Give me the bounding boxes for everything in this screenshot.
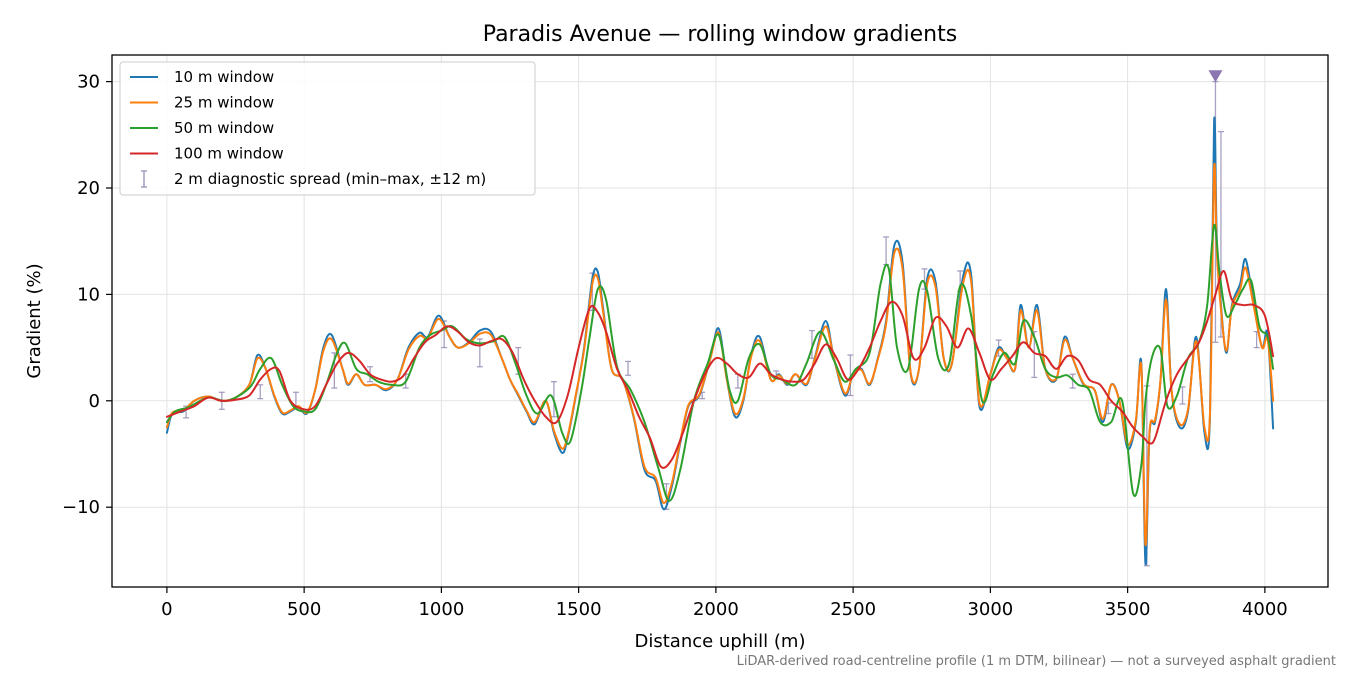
x-tick-label: 4000 [1242,599,1288,620]
legend-entry: 10 m window [130,68,274,86]
x-tick-label: 2000 [693,599,739,620]
clip-marker [1208,70,1223,83]
x-tick-label: 0 [161,599,172,620]
spread-bar [257,384,264,400]
y-tick-label: 0 [89,391,100,412]
legend-label: 25 m window [174,94,274,112]
ticks: 0 500 1000 1500 2000 2500 3000 3500 4000 −10 0 10 20… [62,72,1288,620]
legend-entry: 25 m window [130,94,274,112]
x-tick-label: 1500 [556,599,602,620]
x-tick-label: 2500 [830,599,876,620]
legend: 10 m window 25 m window 50 m window 100 m w… [119,61,536,196]
y-tick-label: 10 [77,284,100,305]
x-axis-label: Distance uphill (m) [635,631,806,652]
y-axis-label: Gradient (%) [24,263,45,378]
y-tick-label: 30 [77,72,100,93]
series-layer [165,116,1275,566]
plot-frame [111,54,1329,588]
legend-label: 10 m window [174,68,274,86]
chart-title: Paradis Avenue — rolling window gradient… [483,22,957,47]
y-tick-label: −10 [62,497,100,518]
spread-bar [1069,373,1076,389]
spread-bar [625,360,632,376]
series-line-4 [165,269,1275,469]
series-line-3 [165,224,1275,502]
legend-label: 2 m diagnostic spread (min–max, ±12 m) [174,170,486,188]
legend-entry: 100 m window [130,145,284,163]
legend-entry: 50 m window [130,119,274,137]
spread-bar [847,354,854,397]
x-tick-label: 3500 [1105,599,1151,620]
legend-entry: 2 m diagnostic spread (min–max, ±12 m) [141,170,486,188]
y-tick-label: 20 [77,178,100,199]
x-tick-label: 1000 [418,599,464,620]
legend-label: 50 m window [174,119,274,137]
x-tick-label: 500 [287,599,321,620]
x-tick-label: 3000 [967,599,1013,620]
legend-label: 100 m window [174,145,284,163]
legend-box [119,61,536,196]
marker-layer [1208,70,1223,83]
footnote: LiDAR-derived road-centreline profile (1… [737,654,1336,669]
